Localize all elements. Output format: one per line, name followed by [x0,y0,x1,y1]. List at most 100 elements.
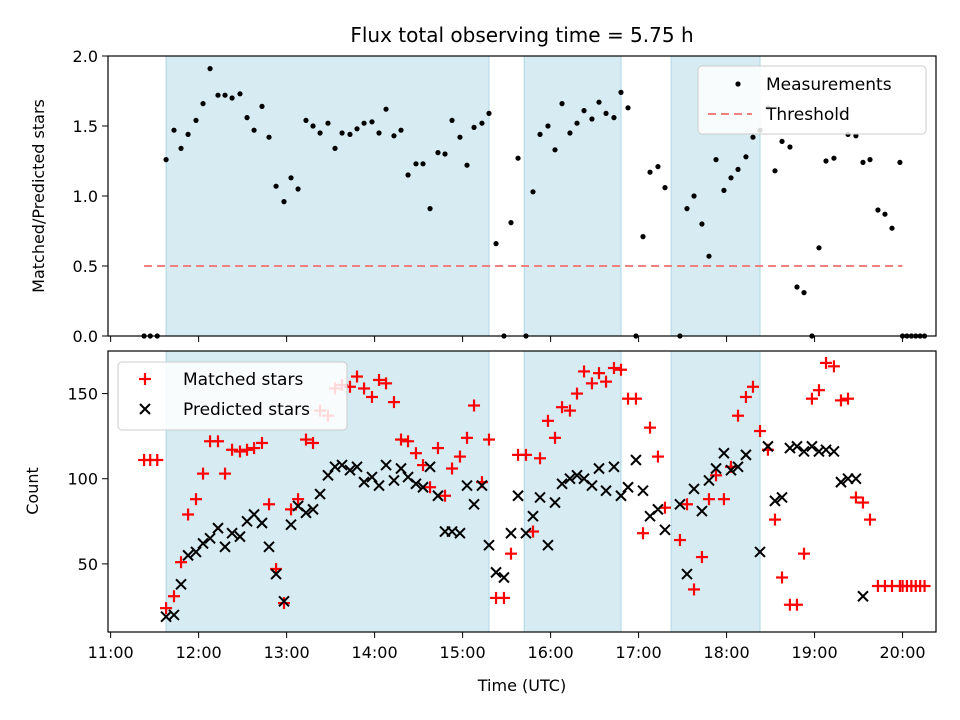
measurement-point [427,206,433,212]
measurement-point [647,169,653,175]
measurement-point [603,110,609,116]
matched-star-point [805,392,818,405]
matched-star-point [175,556,188,569]
legend-label-threshold: Threshold [765,105,850,125]
matched-star-point [197,467,210,480]
matched-star-point [578,365,591,378]
matched-star-point [292,493,305,506]
predicted-star-point [593,462,605,475]
measurement-point [735,166,741,172]
measurement-point [207,66,213,72]
predicted-star-point [718,447,730,459]
measurement-point [801,290,807,296]
predicted-star-point [696,505,708,517]
measurement-point [596,99,602,105]
measurement-point [559,101,565,107]
matched-star-point [395,433,408,446]
predicted-star-point [388,474,400,487]
predicted-star-point [652,503,664,516]
measurement-point [545,123,551,129]
measurement-point [295,186,301,192]
predicted-star-point [769,495,781,507]
matched-star-point [918,580,931,593]
shaded-interval-1 [165,55,490,337]
predicted-star-point [380,459,392,471]
measurement-point [750,134,756,140]
chart-title: Flux total observing time = 5.75 h [350,23,693,47]
matched-star-point [505,547,518,560]
matched-star-point [373,373,386,386]
measurement-point [743,154,749,160]
top-shaded-intervals [165,55,761,337]
matched-star-point [651,450,664,463]
measurement-point [567,130,573,136]
matched-star-point [798,547,811,560]
matched-star-point [365,390,378,403]
measurement-point [237,91,243,97]
top-x-ticks [110,336,904,342]
y-tick-label: 1.5 [73,117,98,136]
matched-star-point [834,394,847,407]
matched-star-point [842,392,855,405]
measurement-point [787,144,793,150]
matched-star-point [717,493,730,506]
predicted-star-point [358,476,370,488]
predicted-star-point [432,490,444,502]
predicted-star-point [857,590,869,602]
measurement-point [347,131,353,137]
matched-star-point [519,448,532,461]
measurement-point [449,117,455,123]
matched-star-point [387,396,400,409]
legend-marker-measurements [735,81,741,87]
measurement-point [193,117,199,123]
predicted-star-point [710,462,722,475]
predicted-star-point [468,498,480,510]
measurement-point [552,147,558,153]
predicted-star-point [270,568,282,580]
bottom-star-points [138,356,931,623]
predicted-star-point [476,479,488,492]
matched-star-point [856,496,869,509]
shaded-interval-2 [523,55,622,337]
bottom-axes-frame [107,350,937,633]
matched-star-point [548,431,561,444]
measurement-point [251,127,257,133]
measurement-point [244,115,250,121]
legend-marker-predicted [139,403,151,415]
measurement-point [831,155,837,161]
predicted-star-point [688,483,700,495]
predicted-star-point [564,473,576,485]
measurement-point [640,234,646,240]
predicted-star-point [278,595,290,608]
x-axis-label: Time (UTC) [477,676,566,695]
x-tick-label: 11:00 [88,643,134,662]
matched-star-point [864,513,877,526]
matched-star-point [167,590,180,603]
matched-star-point [351,370,364,383]
x-tick-label: 14:00 [352,643,398,662]
legend-label-measurements: Measurements [766,75,892,95]
measurement-point [229,95,235,101]
predicted-star-point [608,461,620,473]
predicted-star-point [813,445,825,458]
measurement-point [405,172,411,178]
predicted-star-point [204,532,216,545]
matched-star-point [446,462,459,475]
predicted-star-point [674,498,686,510]
measurement-point [530,189,536,195]
matched-star-point [827,360,840,373]
predicted-star-point [630,454,642,466]
matched-star-point [563,404,576,417]
predicted-star-point [498,571,510,584]
predicted-star-point [373,479,385,492]
measurement-point [471,124,477,130]
predicted-star-point [256,517,268,529]
predicted-star-point [549,496,561,509]
matched-star-point [776,571,789,584]
x-tick-label: 19:00 [792,643,838,662]
bottom-legend: Matched stars Predicted stars [117,361,348,431]
matched-star-point [497,591,510,604]
predicted-star-point [322,469,334,482]
predicted-star-point [182,549,194,562]
predicted-star-point [490,566,502,579]
